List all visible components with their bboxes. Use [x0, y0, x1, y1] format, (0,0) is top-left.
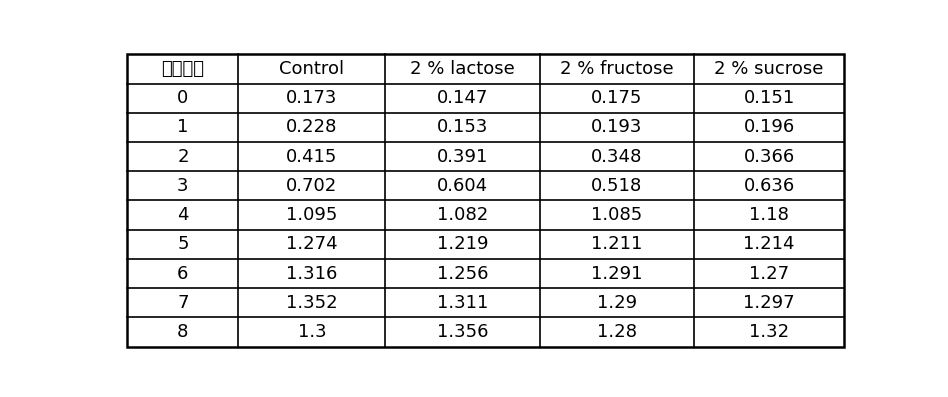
Text: 2 % fructose: 2 % fructose — [560, 60, 673, 78]
Text: 2 % lactose: 2 % lactose — [410, 60, 515, 78]
Text: 1.29: 1.29 — [596, 294, 637, 312]
Text: 0.175: 0.175 — [591, 89, 643, 107]
Text: 0.173: 0.173 — [286, 89, 337, 107]
Text: 1.274: 1.274 — [286, 235, 337, 253]
Text: 7: 7 — [177, 294, 189, 312]
Text: 2: 2 — [177, 148, 189, 166]
Text: 0.604: 0.604 — [437, 177, 488, 195]
Text: 0.196: 0.196 — [743, 118, 794, 137]
Text: 1.291: 1.291 — [591, 264, 643, 283]
Text: 1.3: 1.3 — [298, 323, 326, 341]
Text: Control: Control — [280, 60, 344, 78]
Text: 0.636: 0.636 — [743, 177, 794, 195]
Text: 1: 1 — [177, 118, 189, 137]
Text: 0.228: 0.228 — [286, 118, 337, 137]
Text: 1.082: 1.082 — [437, 206, 488, 224]
Text: 4: 4 — [177, 206, 189, 224]
Text: 0.193: 0.193 — [591, 118, 643, 137]
Text: 1.356: 1.356 — [437, 323, 488, 341]
Text: 1.352: 1.352 — [286, 294, 337, 312]
Text: 1.28: 1.28 — [596, 323, 637, 341]
Text: 1.27: 1.27 — [749, 264, 789, 283]
Text: 1.085: 1.085 — [592, 206, 643, 224]
Text: 0.153: 0.153 — [437, 118, 488, 137]
Text: 3: 3 — [177, 177, 189, 195]
Text: 1.219: 1.219 — [437, 235, 488, 253]
Text: 1.18: 1.18 — [749, 206, 789, 224]
Text: 1.297: 1.297 — [743, 294, 795, 312]
Text: 0.391: 0.391 — [437, 148, 488, 166]
Text: 0.147: 0.147 — [437, 89, 488, 107]
Text: 1.316: 1.316 — [286, 264, 337, 283]
Text: 8: 8 — [177, 323, 189, 341]
Text: 배양시간: 배양시간 — [161, 60, 205, 78]
Text: 0.348: 0.348 — [591, 148, 643, 166]
Text: 1.214: 1.214 — [743, 235, 794, 253]
Text: 2 % sucrose: 2 % sucrose — [715, 60, 824, 78]
Text: 6: 6 — [177, 264, 189, 283]
Text: 1.095: 1.095 — [286, 206, 337, 224]
Text: 0: 0 — [177, 89, 189, 107]
Text: 0.151: 0.151 — [743, 89, 794, 107]
Text: 0.702: 0.702 — [286, 177, 337, 195]
Text: 0.366: 0.366 — [743, 148, 794, 166]
Text: 1.311: 1.311 — [437, 294, 488, 312]
Text: 1.211: 1.211 — [591, 235, 643, 253]
Text: 0.518: 0.518 — [592, 177, 643, 195]
Text: 1.32: 1.32 — [749, 323, 789, 341]
Text: 0.415: 0.415 — [286, 148, 337, 166]
Text: 5: 5 — [177, 235, 189, 253]
Text: 1.256: 1.256 — [437, 264, 488, 283]
